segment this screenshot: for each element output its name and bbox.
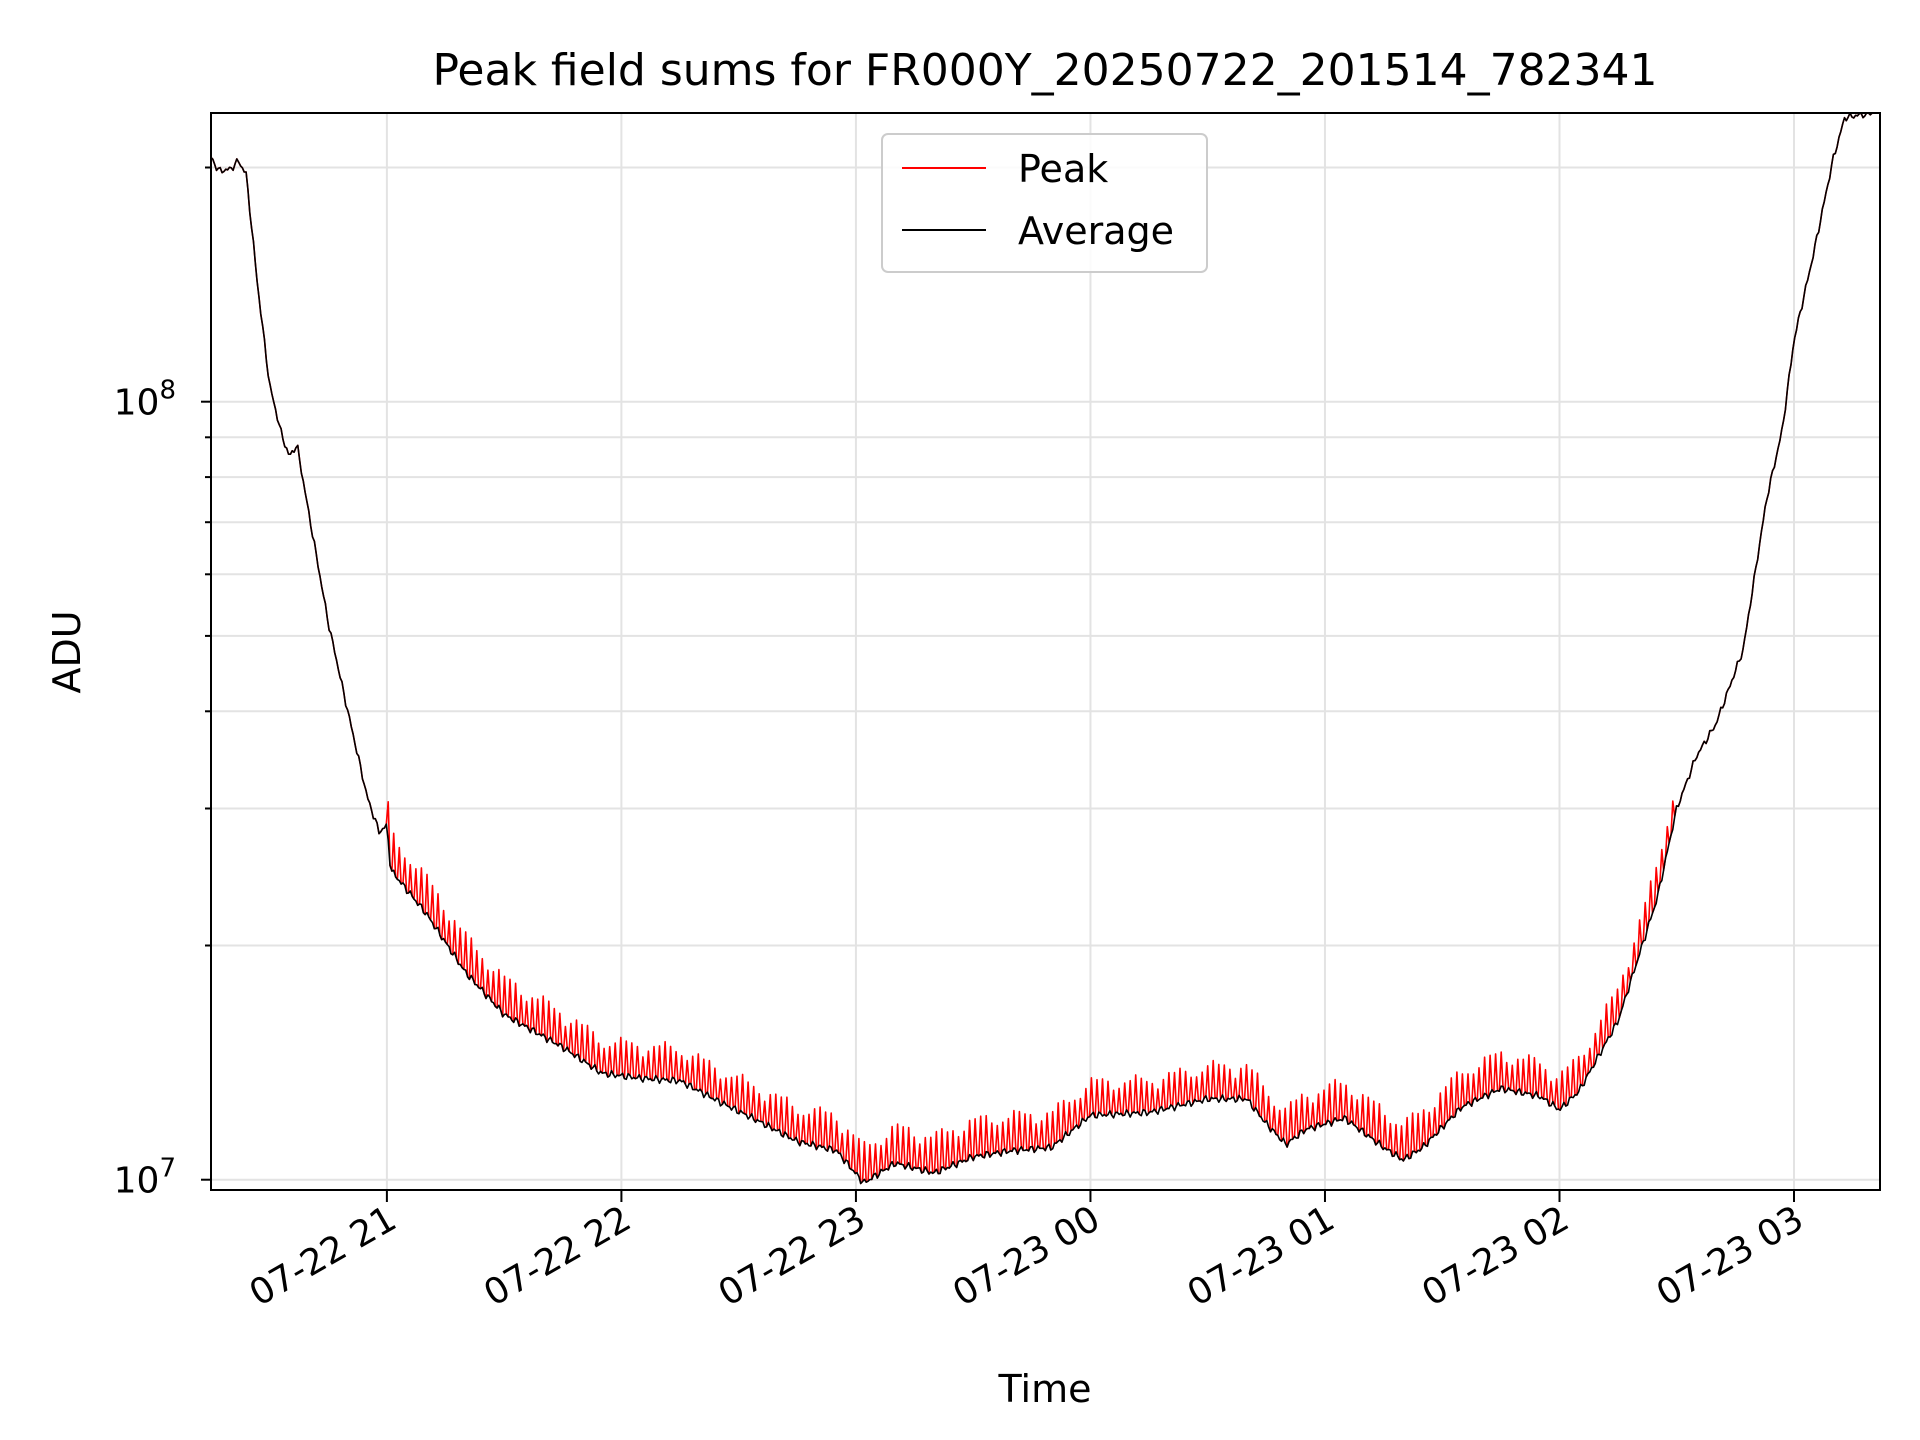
y-tick-label: 107: [114, 1154, 176, 1202]
plot-frame: [210, 112, 1881, 1191]
chart-title: Peak field sums for FR000Y_20250722_2015…: [432, 45, 1657, 96]
legend: Peak Average: [881, 133, 1208, 273]
y-axis-label: ADU: [45, 610, 89, 693]
series-line-average: [210, 112, 1873, 1185]
legend-label-average: Average: [1018, 209, 1174, 253]
legend-label-peak: Peak: [1018, 147, 1108, 191]
series-line-peak: [210, 112, 1873, 1185]
series-layer: [210, 112, 1873, 1185]
y-tick-label: 108: [114, 376, 176, 424]
x-axis-label: Time: [998, 1367, 1092, 1411]
